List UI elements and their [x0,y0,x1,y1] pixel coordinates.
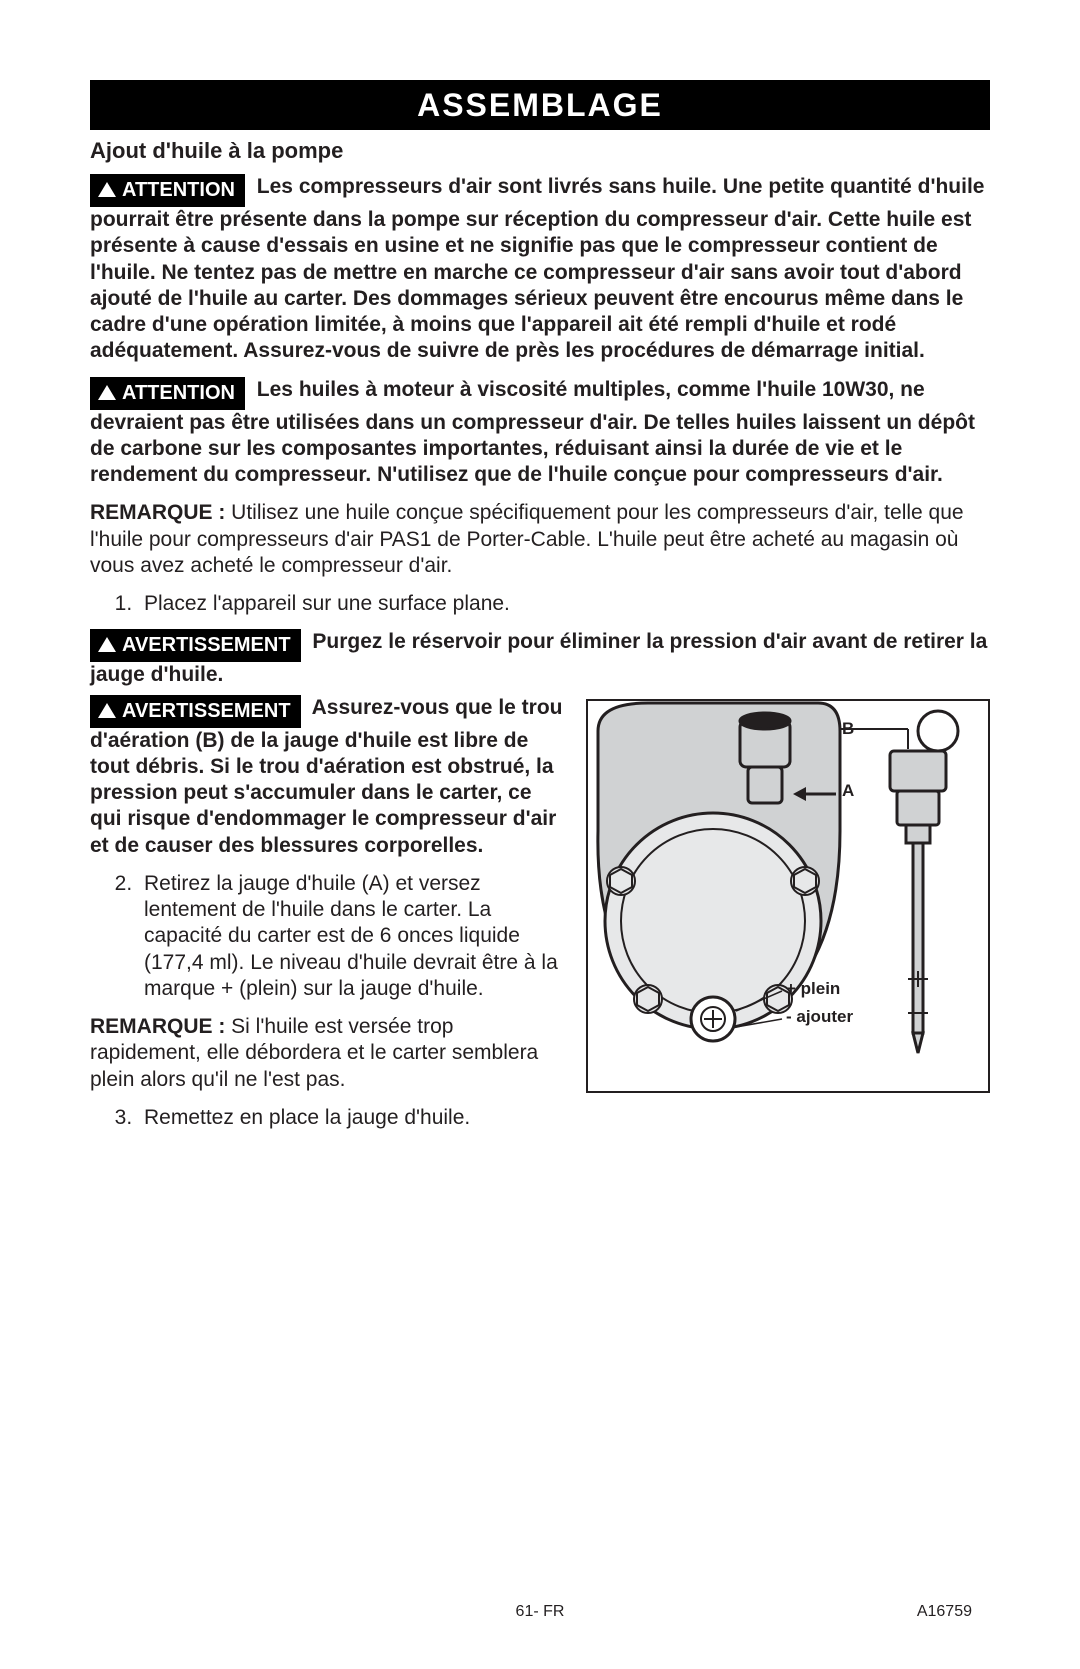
figure-legend-ajouter: - ajouter [786,1007,853,1027]
step-list-3: Remettez en place la jauge d'huile. [90,1105,990,1131]
attention-badge-2-label: ATTENTION [122,381,235,406]
footer-doc-code: A16759 [917,1603,972,1621]
avertissement-badge-2-label: AVERTISSEMENT [122,699,291,724]
figure-legend-plein: + plein [786,979,840,999]
step-3: Remettez en place la jauge d'huile. [138,1105,990,1131]
section-title: ASSEMBLAGE [417,87,663,123]
attention-badge-1-label: ATTENTION [122,178,235,203]
warning-paragraph-1: AVERTISSEMENT Purgez le réservoir pour é… [90,629,990,688]
diagram-figure: B A + plein - ajouter [586,699,990,1093]
warning-triangle-icon [98,637,116,652]
step-list-1: Placez l'appareil sur une surface plane. [90,591,990,617]
warning-triangle-icon [98,182,116,197]
section-title-bar: ASSEMBLAGE [90,80,990,130]
attention-badge-1: ATTENTION [90,174,245,207]
avertissement-badge-1-label: AVERTISSEMENT [122,633,291,658]
attention-paragraph-1: ATTENTION Les compresseurs d'air sont li… [90,174,990,365]
avertissement-badge-2: AVERTISSEMENT [90,695,301,728]
remark-2-label: REMARQUE : [90,1015,231,1038]
warning-triangle-icon [98,385,116,400]
step-1: Placez l'appareil sur une surface plane. [138,591,990,617]
warning-triangle-icon [98,703,116,718]
attention-paragraph-2: ATTENTION Les huiles à moteur à viscosit… [90,377,990,489]
remark-1: REMARQUE : Utilisez une huile conçue spé… [90,500,990,579]
avertissement-badge-1: AVERTISSEMENT [90,629,301,662]
attention-badge-2: ATTENTION [90,377,245,410]
figure-label-a: A [842,781,854,801]
pump-diagram-svg [588,701,988,1091]
page-root: ASSEMBLAGE Ajout d'huile à la pompe ATTE… [0,0,1080,1669]
subheading: Ajout d'huile à la pompe [90,138,990,164]
remark-1-label: REMARQUE : [90,501,231,524]
figure-label-b: B [842,719,854,739]
